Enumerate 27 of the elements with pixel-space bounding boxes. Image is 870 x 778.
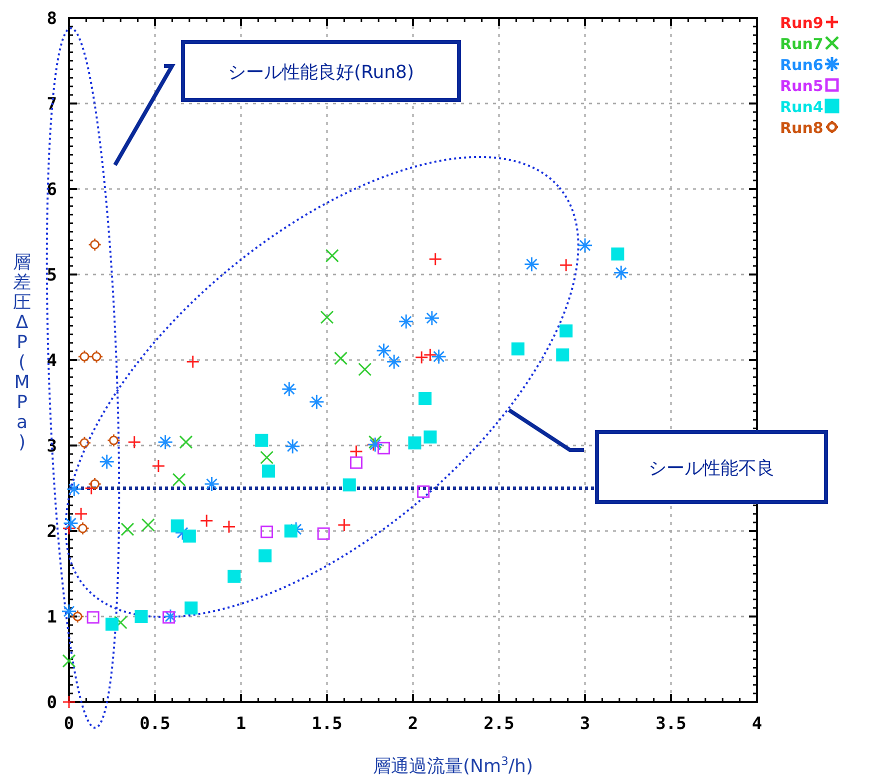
x-tick-label: 1 [236,714,246,734]
x-tick-label: 1.5 [312,714,342,734]
y-tick-label: 0 [46,693,57,713]
y-tick-label: 4 [46,351,57,371]
x-axis-title: 層通過流量(Nm$^{3}$/h) [373,754,533,777]
text: Run9 [780,14,824,32]
text: Run8 [780,119,824,137]
text: Run4 [780,98,824,116]
x-tick-label: 3.5 [656,714,686,734]
y-tick-label: 6 [46,180,57,200]
x-tick-label: 3 [580,714,590,734]
annotation: シール性能不良 [648,458,774,479]
y-tick-label: 2 [46,522,57,542]
text: Run6 [780,56,824,74]
x-tick-label: 4 [752,714,762,734]
text: Run7 [780,35,824,53]
y-tick-label: 8 [46,9,57,29]
y-tick-label: 1 [46,608,57,628]
annotation: シール性能良好(Run8) [228,62,414,83]
x-tick-label: 2 [408,714,418,734]
text: 層差圧ΔP(MPa) [13,252,31,453]
x-tick-label: 0 [64,714,74,734]
y-tick-label: 3 [46,436,57,456]
x-tick-label: 2.5 [484,714,514,734]
text: Run5 [780,77,824,95]
x-tick-label: 0.5 [140,714,170,734]
y-tick-label: 5 [46,266,57,286]
